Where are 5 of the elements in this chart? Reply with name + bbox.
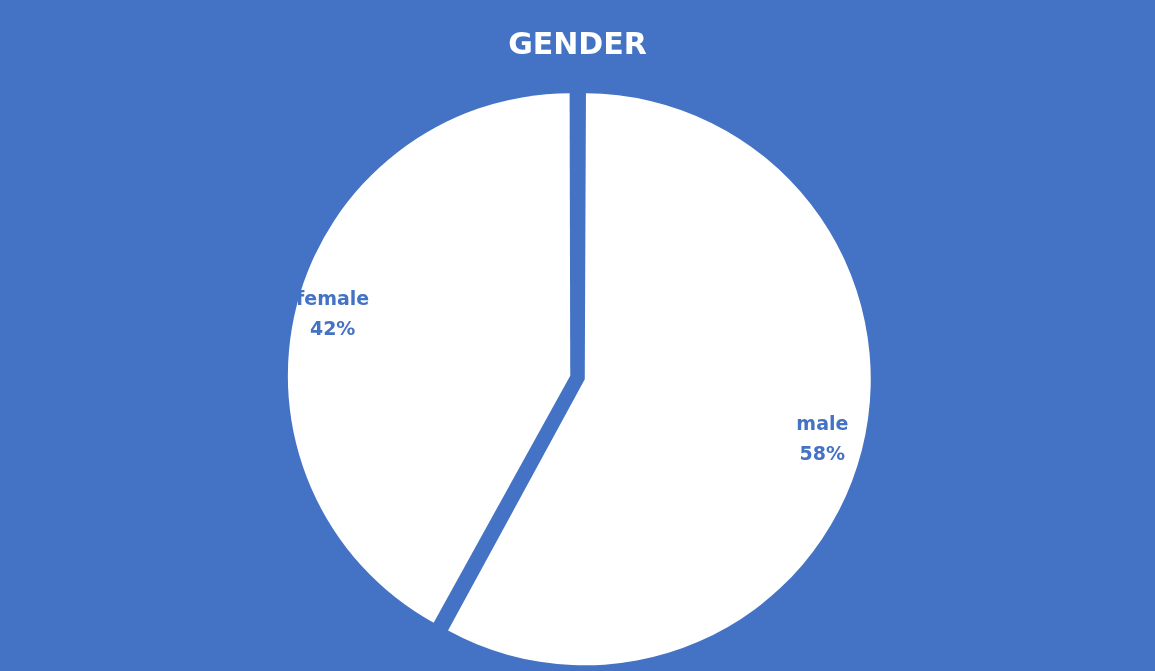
slice-label: female bbox=[296, 286, 370, 309]
data-label: 42% bbox=[309, 316, 356, 339]
data-label: 58% bbox=[799, 442, 846, 465]
chart-title: GENDER bbox=[508, 25, 647, 61]
slice-label: male bbox=[796, 412, 849, 435]
